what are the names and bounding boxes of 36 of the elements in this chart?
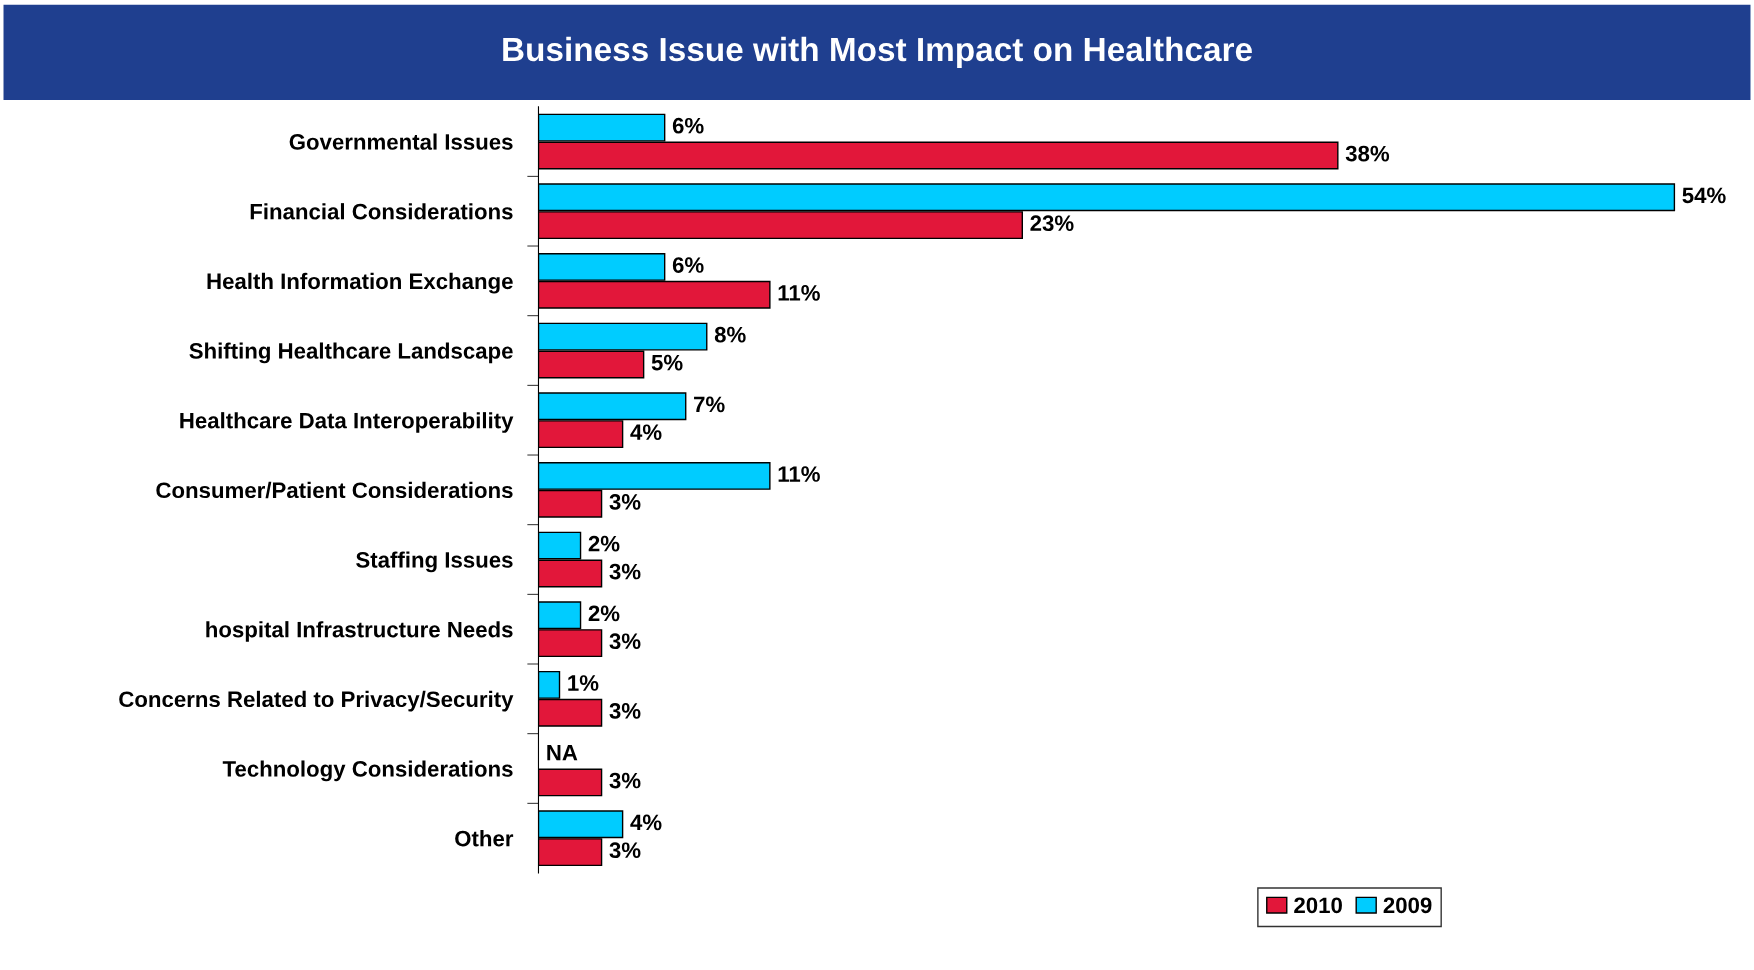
legend-label: 2010 xyxy=(1294,897,1342,914)
chart-title: Business Issue with Most Impact on Healthcare xyxy=(503,36,1252,68)
data-label: 11% xyxy=(778,466,820,482)
y-tick-label: Shifting Healthcare Landscape xyxy=(189,342,513,364)
data-label: 3% xyxy=(609,842,641,859)
data-label: 2% xyxy=(588,535,620,552)
data-label: 3% xyxy=(609,703,641,719)
data-label: 23% xyxy=(1030,215,1074,232)
data-label: 4% xyxy=(630,424,662,441)
data-label: 2% xyxy=(588,605,620,622)
data-label: 38% xyxy=(1345,145,1390,162)
data-label: 5% xyxy=(651,354,683,371)
y-tick-label: Concerns Related to Privacy/Security xyxy=(119,690,514,712)
text: NA xyxy=(547,745,578,761)
y-tick-label: Governmental Issues xyxy=(289,133,513,150)
y-tick-label: Technology Considerations xyxy=(222,760,513,782)
data-label: 1% xyxy=(568,675,599,691)
y-tick-label: Staffing Issues xyxy=(356,551,513,573)
data-label: 8% xyxy=(714,326,746,343)
data-label: 3% xyxy=(609,772,641,789)
data-label: 6% xyxy=(672,117,704,134)
y-tick-label: Healthcare Data Interoperability xyxy=(180,412,514,433)
y-tick-label: Consumer/Patient Considerations xyxy=(156,481,513,499)
data-label: 7% xyxy=(694,396,725,413)
y-tick-label: hospital Infrastructure Needs xyxy=(206,621,513,642)
data-label: 3% xyxy=(609,563,641,580)
legend-label: 2009 xyxy=(1383,897,1432,914)
y-tick-label: Health Information Exchange xyxy=(207,272,513,294)
data-label: 3% xyxy=(609,494,641,510)
y-tick-label: Financial Considerations xyxy=(250,203,513,220)
data-label: 6% xyxy=(672,257,704,273)
y-tick-label: Other xyxy=(455,830,514,847)
data-label: 4% xyxy=(630,814,662,831)
data-label: 54% xyxy=(1682,187,1726,204)
data-label: 11% xyxy=(778,285,820,301)
data-label: 3% xyxy=(609,633,641,650)
